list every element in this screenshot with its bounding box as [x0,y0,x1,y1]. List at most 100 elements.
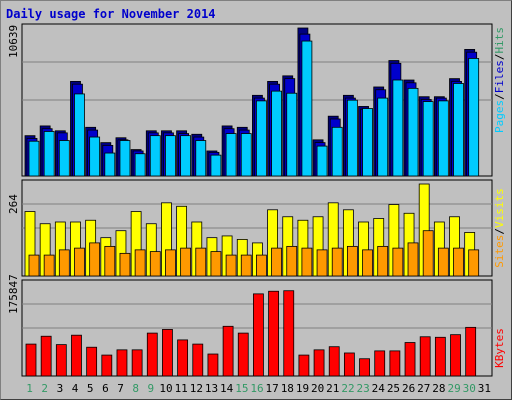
pages-bar-3 [58,140,70,177]
sites-bar-21 [331,247,343,277]
x-tick-label: 27 [417,382,430,395]
pages-bar-2 [43,131,55,177]
legend-hits-files-pages: Pages/Files/Hits [493,27,506,133]
pages-bar-5 [89,136,101,177]
kbytes-bar-18 [283,290,295,377]
x-tick-label: 18 [281,382,294,395]
x-tick-label: 4 [72,382,79,395]
kbytes-bar-26 [404,342,416,377]
pages-bar-6 [104,152,116,177]
kbytes-bar-11 [177,339,189,377]
kbytes-bar-12 [192,343,204,377]
x-tick-label: 26 [402,382,415,395]
pages-bar-7 [119,140,131,177]
sites-bar-15 [240,254,252,277]
pages-bar-13 [210,154,222,177]
kbytes-bar-1 [25,343,37,377]
sites-bar-27 [422,230,434,277]
legend-item: / [493,228,506,235]
sites-bar-24 [377,245,389,277]
x-tick-label: 24 [372,382,386,395]
kbytes-bar-10 [162,329,173,377]
sites-bar-19 [301,247,313,277]
pages-bar-16 [256,100,267,177]
sites-bar-22 [346,245,358,277]
sites-bar-30 [468,249,480,277]
sites-bar-14 [225,254,237,277]
sites-bar-11 [180,247,192,277]
kbytes-bar-24 [374,350,386,377]
kbytes-bar-19 [298,354,310,377]
pages-bar-1 [28,140,40,177]
kbytes-bar-20 [313,349,325,377]
kbytes-bar-29 [450,334,461,377]
x-tick-label: 8 [132,382,139,395]
pages-bar-15 [240,133,252,177]
kbytes-bar-5 [86,346,98,377]
pages-bar-28 [437,100,449,177]
sites-bar-23 [362,249,373,277]
legend-kbytes-text: KBytes [493,328,506,368]
pages-bar-10 [165,135,176,177]
kbytes-bar-9 [146,332,158,377]
kbytes-bar-21 [328,346,340,377]
pages-bar-23 [362,108,373,177]
kbytes-bar-8 [131,349,143,377]
sites-bar-3 [58,249,70,277]
pages-bar-18 [286,92,298,177]
x-tick-label: 11 [175,382,188,395]
x-tick-label: 2 [41,382,48,395]
kbytes-bar-6 [101,354,113,377]
x-tick-label: 6 [102,382,109,395]
sites-bar-8 [134,249,146,277]
sites-bar-29 [453,247,464,277]
kbytes-bar-4 [71,334,82,377]
x-tick-label: 29 [447,382,460,395]
pages-bar-14 [225,133,237,177]
x-tick-label: 17 [266,382,279,395]
kbytes-bar-30 [465,326,477,377]
x-tick-label: 12 [190,382,203,395]
x-tick-label: 25 [387,382,400,395]
x-tick-label: 22 [341,382,354,395]
legend-item: Files [493,60,506,93]
sites-bar-20 [316,249,328,277]
kbytes-bar-23 [359,358,370,377]
sites-bar-5 [89,242,101,277]
pages-bar-26 [407,87,419,177]
kbytes-bar-13 [207,353,219,377]
kbytes-bar-25 [389,350,401,377]
legend-item: Sites [493,235,506,268]
legend-hits-files-pages-text: Pages/Files/Hits [493,27,506,133]
legend-visits-sites-text: Sites/Visits [493,188,506,268]
sites-bar-4 [74,247,85,277]
sites-bar-7 [119,252,131,277]
pages-bar-30 [468,58,480,177]
sites-bar-9 [149,251,161,277]
sites-bar-18 [286,245,298,277]
x-tick-label: 1 [26,382,33,395]
kbytes-bar-14 [222,325,234,377]
x-tick-label: 23 [357,382,370,395]
x-tick-label: 3 [57,382,64,395]
y-max-label: 175847 [7,274,20,314]
sites-bar-1 [28,254,40,277]
sites-bar-2 [43,254,55,277]
legend-item: Hits [493,27,506,54]
legend-item: Visits [493,188,506,228]
sites-bar-13 [210,251,222,277]
legend-kbytes: KBytes [493,328,506,368]
x-tick-label: 19 [296,382,309,395]
x-tick-label: 28 [432,382,445,395]
x-tick-label: 15 [235,382,248,395]
pages-bar-19 [301,40,313,177]
pages-bar-21 [331,126,343,177]
kbytes-bar-17 [268,290,279,377]
sites-bar-10 [165,249,176,277]
pages-bar-20 [316,145,328,177]
y-max-label: 10639 [7,25,20,58]
legend-item: / [493,54,506,61]
sites-bar-28 [437,247,449,277]
pages-bar-17 [271,90,282,177]
